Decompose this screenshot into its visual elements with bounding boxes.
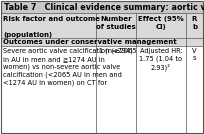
Text: Table 7   Clinical evidence summary: aortic valve calcium sc: Table 7 Clinical evidence summary: aorti… — [4, 3, 204, 12]
Bar — [1, 38, 203, 46]
Text: R
b: R b — [192, 16, 197, 30]
Bar — [1, 1, 203, 13]
Text: V
s: V s — [192, 48, 197, 61]
Text: Adjusted HR:
1.75 (1.04 to
2.93)²: Adjusted HR: 1.75 (1.04 to 2.93)² — [140, 48, 183, 71]
Text: 1 (n=794): 1 (n=794) — [99, 48, 133, 55]
Text: Risk factor and outcome

(population): Risk factor and outcome (population) — [3, 16, 100, 38]
Text: Severe aortic valve calcification (≥2065
in AU in men and ≧1274 AU in
women) vs : Severe aortic valve calcification (≥2065… — [3, 48, 137, 86]
Text: Number
of studies: Number of studies — [96, 16, 136, 30]
Bar — [1, 46, 203, 133]
Text: Outcomes under conservative management: Outcomes under conservative management — [3, 39, 177, 45]
Bar — [1, 13, 203, 38]
Text: Effect (95%
CI): Effect (95% CI) — [138, 16, 184, 30]
